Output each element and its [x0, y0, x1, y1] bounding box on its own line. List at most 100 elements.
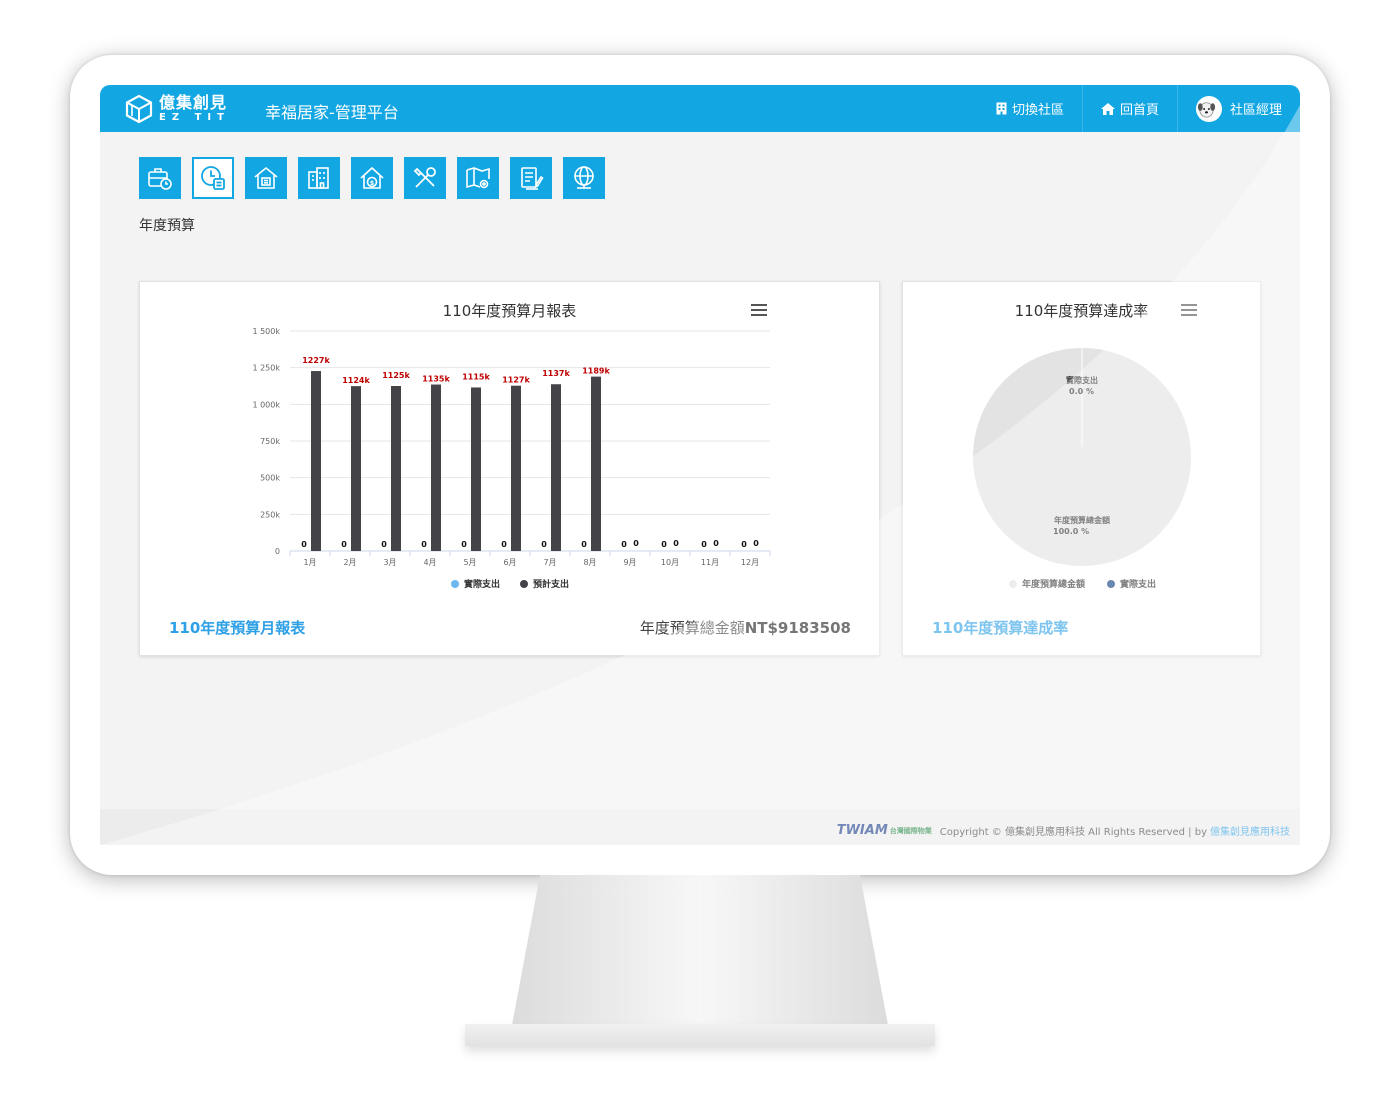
bar-planned-data-label: 1227k: [302, 356, 330, 365]
budget-button[interactable]: [192, 157, 234, 199]
bar-actual-data-label: 0: [301, 540, 307, 549]
copyright-text: Copyright © 億集創見應用科技 All Rights Reserved…: [939, 827, 1207, 838]
house-document-icon: [254, 166, 278, 189]
bar-planned-data-label: 1124k: [342, 376, 370, 385]
pie-slice: [973, 348, 1191, 566]
pie-chart-title: 110年度預算達成率: [1014, 302, 1149, 320]
bar-actual-data-label: 0: [661, 540, 667, 549]
annual-total-value: NT$9183508: [744, 619, 851, 637]
footer: TWIAM 台灣國際物業 Copyright © 億集創見應用科技 All Ri…: [100, 809, 1300, 845]
brand-logo[interactable]: 億集創見 EZ TIT: [124, 94, 230, 124]
bar-actual-data-label: 0: [741, 540, 747, 549]
bar-planned: [591, 376, 601, 551]
bar-planned: [311, 371, 321, 551]
bar-actual-data-label: 0: [381, 540, 387, 549]
x-tick-label: 12月: [741, 558, 759, 567]
legend-actual-label: 實際支出: [1120, 578, 1156, 590]
bar-planned-data-label: 1115k: [462, 372, 490, 381]
legend-total-label: 年度預算總金額: [1022, 578, 1085, 590]
bar-actual-data-label: 0: [461, 540, 467, 549]
partner-logo-subtext: 台灣國際物業: [889, 826, 932, 835]
y-tick-label: 1 500k: [252, 327, 280, 336]
bar-actual-data-label: 0: [541, 540, 547, 549]
annual-total: 年度預算總金額NT$9183508: [640, 617, 851, 638]
briefcase-clock-button[interactable]: [139, 157, 181, 199]
house-document-button[interactable]: [245, 157, 287, 199]
x-tick-label: 4月: [423, 558, 436, 567]
bar-planned: [351, 386, 361, 551]
globe-money-button[interactable]: [563, 157, 605, 199]
bar-planned: [551, 384, 561, 551]
brand-name-cn: 億集創見: [159, 93, 228, 112]
y-tick-label: 750k: [260, 437, 280, 446]
bar-planned-data-label: 1135k: [422, 375, 450, 384]
pie-label-actual-value: 0.0 %: [1069, 387, 1094, 396]
bar-planned-data-label: 1189k: [582, 367, 610, 376]
achievement-rate-card: 110年度預算達成率 實際支出 0.0 % 年度預算總金額 100.0 % 年度預算總金…: [902, 281, 1261, 656]
bar-planned-data-label: 0: [753, 539, 759, 548]
page-title: 年度預算: [139, 218, 195, 234]
papers-pen-button[interactable]: [510, 157, 552, 199]
bar-planned-data-label: 0: [633, 539, 639, 548]
home-button[interactable]: 回首頁: [1081, 85, 1177, 132]
monitor-stand-neck: [512, 875, 888, 1025]
bar-actual-data-label: 0: [501, 540, 507, 549]
bar-planned: [471, 387, 481, 551]
home-label: 回首頁: [1119, 103, 1159, 118]
bar-planned-data-label: 1137k: [542, 369, 570, 378]
clock-ledger-icon: [201, 166, 225, 190]
building-icon: [996, 102, 1007, 115]
y-tick-label: 250k: [260, 510, 280, 519]
pie-chart-menu-button[interactable]: [1181, 304, 1197, 318]
switch-community-button[interactable]: 切換社區: [978, 85, 1082, 132]
tools-button[interactable]: [404, 157, 446, 199]
user-name: 社區經理: [1229, 103, 1282, 118]
y-tick-label: 1 000k: [252, 400, 280, 409]
annual-total-label: 年度預算總金額: [639, 619, 745, 637]
platform-title: 幸福居家-管理平台: [265, 103, 399, 122]
partner-logo-text: TWIAM: [836, 823, 888, 838]
bar-actual-data-label: 0: [621, 540, 627, 549]
x-tick-label: 9月: [623, 558, 636, 567]
legend-planned-marker: [520, 580, 528, 588]
pie-label-total-name: 年度預算總金額: [1054, 515, 1110, 525]
buildings-button[interactable]: [298, 157, 340, 199]
x-tick-label: 8月: [583, 558, 596, 567]
monthly-report-link[interactable]: 110年度預算月報表: [169, 619, 306, 637]
screen: 億集創見 EZ TIT 幸福居家-管理平台 切換社區 回首頁: [100, 85, 1300, 845]
papers-pen-icon: [521, 167, 544, 190]
bar-planned: [391, 386, 401, 551]
achievement-rate-link[interactable]: 110年度預算達成率: [932, 619, 1069, 637]
house-money-icon: $: [360, 166, 384, 189]
bar-chart-title: 110年度預算月報表: [442, 302, 577, 320]
x-tick-label: 3月: [383, 558, 396, 567]
bar-planned-data-label: 0: [673, 539, 679, 548]
x-tick-label: 5月: [463, 558, 476, 567]
bar-planned: [431, 384, 441, 551]
legend-actual-marker: [1107, 580, 1115, 588]
module-toolbar: $: [139, 157, 616, 199]
monthly-budget-card: 110年度預算月報表 0 250k 500k 750k 1 000k 1 250k 1 50…: [139, 281, 880, 656]
top-nav: 億集創見 EZ TIT 幸福居家-管理平台 切換社區 回首頁: [100, 85, 1300, 132]
bar-planned-data-label: 0: [713, 539, 719, 548]
bar-planned: [511, 385, 521, 551]
map-gear-button[interactable]: [457, 157, 499, 199]
bar-actual-data-label: 0: [341, 540, 347, 549]
bar-chart: 0 250k 500k 750k 1 000k 1 250k 1 500k 1月 0 1227k 2…: [252, 327, 771, 590]
company-link[interactable]: 億集創見應用科技: [1210, 827, 1290, 838]
map-gear-icon: [466, 167, 490, 189]
pie-label-total-value: 100.0 %: [1053, 527, 1089, 536]
nav-right: 切換社區 回首頁 社區經理: [978, 85, 1300, 132]
dog-avatar-icon: [1197, 101, 1216, 117]
partner-logo[interactable]: TWIAM 台灣國際物業: [837, 823, 932, 838]
bar-planned-data-label: 1127k: [502, 376, 530, 385]
legend-planned-label: 預計支出: [533, 578, 569, 590]
bar-chart-menu-button[interactable]: [751, 304, 767, 318]
home-icon: [1100, 102, 1115, 115]
cube-logo-icon: [125, 94, 153, 124]
user-menu[interactable]: 社區經理: [1176, 85, 1300, 132]
bar-actual-data-label: 0: [581, 540, 587, 549]
house-money-button[interactable]: $: [351, 157, 393, 199]
bar-actual-data-label: 0: [701, 540, 707, 549]
